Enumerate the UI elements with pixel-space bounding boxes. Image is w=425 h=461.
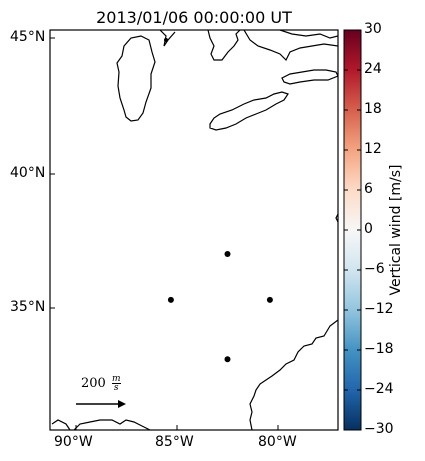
colorbar-tick-label: 24 [364,61,382,77]
lon-label-85: 85°W [155,434,194,450]
north-shore [279,30,338,39]
lake-ontario [281,69,338,85]
lake-michigan [116,35,156,122]
island-marker [164,38,168,42]
lon-label-90: 90°W [54,434,93,450]
coastlines [51,30,338,430]
colorbar-tick-label: 30 [364,21,382,37]
lon-label-80: 80°W [258,434,297,450]
colorbar-label: Vertical wind [m/s] [388,164,404,296]
scale-arrow [76,400,126,408]
colorbar-tick-label: 0 [364,221,373,237]
scale-value: 200 [81,376,106,391]
colorbar-ticks [344,29,361,431]
atlantic-coast [249,319,338,430]
lake-huron [207,30,241,61]
gulf-coast [73,419,151,430]
station-dot-0 [224,251,231,257]
lake-erie [209,91,289,131]
scale-unit-denominator: s [113,383,119,393]
colorbar-tick-label: −6 [364,261,385,277]
station-dot-1 [167,296,174,303]
lat-label-35: 35°N [10,299,46,315]
colorbar-tick-label: 18 [364,101,382,117]
colorbar-tick-label: −30 [364,421,394,437]
colorbar-tick-label: −24 [364,381,394,397]
lake-huron-west [159,30,176,47]
colorbar-tick-label: 6 [364,181,373,197]
lat-label-45: 45°N [10,29,46,45]
colorbar-tick-label: −12 [364,301,394,317]
scale-unit-numerator: m [111,374,121,384]
station-dot-3 [224,356,231,363]
lat-label-40: 40°N [10,165,46,181]
colorbar-tick-label: −18 [364,341,394,357]
scale-unit: m s [111,374,121,393]
colorbar-tick-label: 12 [364,141,382,157]
map-frame [49,29,339,431]
mobile-bay [51,419,71,430]
scale-arrow-label: 200 m s [81,374,121,393]
station-dot-2 [266,296,273,303]
map-ticks [50,37,279,430]
chesapeake-edge [335,213,338,223]
map-title: 2013/01/06 00:00:00 UT [96,8,292,27]
station-markers [167,251,273,363]
georgian-bay [243,30,338,62]
